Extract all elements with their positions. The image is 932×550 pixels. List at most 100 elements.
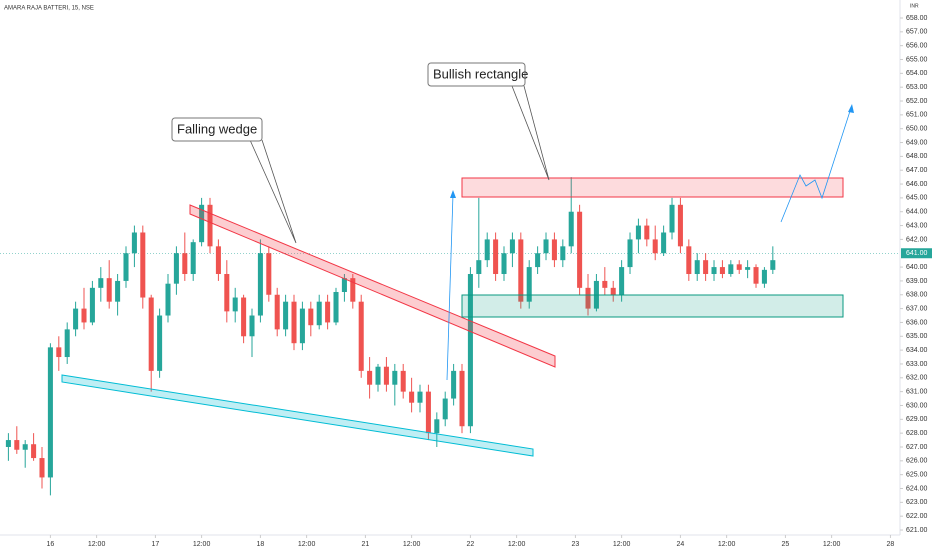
y-tick-label: 637.00 <box>906 305 928 312</box>
candle-body <box>543 239 549 254</box>
candle-body <box>728 264 734 275</box>
x-tick-label: 12:00 <box>508 541 526 548</box>
candle-body <box>165 283 171 316</box>
candle-body <box>476 260 482 275</box>
callout-pointer <box>249 139 297 244</box>
wedge-lower-band <box>61 374 534 457</box>
candle-body <box>535 253 541 268</box>
candle-body <box>207 204 213 247</box>
candle-body <box>173 253 179 284</box>
y-tick-label: 631.00 <box>906 388 928 395</box>
y-tick-label: 621.00 <box>906 527 928 534</box>
y-tick-label: 647.00 <box>906 167 928 174</box>
candle-body <box>677 204 683 247</box>
candle-body <box>703 260 709 275</box>
chart-title: AMARA RAJA BATTERI, 15, NSE <box>4 6 94 12</box>
candle-body <box>753 267 759 284</box>
y-tick-label: 651.00 <box>906 112 928 119</box>
y-tick-label: 654.00 <box>906 70 928 77</box>
plot: 621.00 622.00 623.00 624.00 625.00 626.00 627.… <box>0 15 932 548</box>
candle-body <box>106 278 112 302</box>
candle-body <box>644 225 650 240</box>
y-tick-label: 640.00 <box>906 264 928 271</box>
candle-body <box>190 242 196 275</box>
candle-body <box>232 297 238 312</box>
candle-body <box>568 211 574 247</box>
candle-body <box>501 253 507 275</box>
x-tick-label: 23 <box>572 541 580 548</box>
candle-body <box>560 246 566 261</box>
candle-body <box>459 370 465 427</box>
y-tick-label: 632.00 <box>906 375 928 382</box>
candle-body <box>551 239 557 261</box>
y-tick-label: 624.00 <box>906 485 928 492</box>
candle-body <box>375 366 381 385</box>
y-tick-label: 652.00 <box>906 98 928 105</box>
y-tick-label: 646.00 <box>906 181 928 188</box>
y-tick-label: 642.00 <box>906 236 928 243</box>
y-tick-label: 639.00 <box>906 278 928 285</box>
candle-body <box>291 301 297 344</box>
y-tick-label: 623.00 <box>906 499 928 506</box>
x-tick-label: 22 <box>467 541 475 548</box>
y-tick-label: 648.00 <box>906 153 928 160</box>
candle-body <box>316 301 322 326</box>
arrow-head <box>450 190 456 198</box>
candle-body <box>745 267 751 270</box>
candle-body <box>736 264 742 270</box>
candle-body <box>661 232 667 254</box>
candle-body <box>509 239 515 254</box>
candle-body <box>577 211 583 288</box>
y-tick-label: 628.00 <box>906 430 928 437</box>
x-tick-label: 25 <box>782 541 790 548</box>
x-tick-label: 12:00 <box>403 541 421 548</box>
candle-body <box>14 440 20 450</box>
candle-body <box>274 294 280 330</box>
y-tick-label: 657.00 <box>906 29 928 36</box>
candle-body <box>249 315 255 337</box>
candle-body <box>89 287 95 323</box>
candle-body <box>64 329 70 358</box>
candle-body <box>47 347 53 478</box>
candle-body <box>131 232 137 254</box>
x-tick-label: 12:00 <box>88 541 106 548</box>
candle-body <box>719 267 725 275</box>
candle-body <box>451 370 457 399</box>
candle-body <box>761 269 767 284</box>
y-tick-label: 650.00 <box>906 126 928 133</box>
arrow-head <box>848 104 854 113</box>
wedge-upper-band <box>189 204 556 368</box>
x-tick-label: 28 <box>887 541 895 548</box>
candle-body <box>493 239 499 275</box>
candle-body <box>526 267 532 302</box>
candle-body <box>299 308 305 344</box>
candle-body <box>308 308 314 326</box>
y-tick-label: 643.00 <box>906 222 928 229</box>
candle-body <box>56 347 62 358</box>
candle-body <box>602 280 608 288</box>
candle-body <box>518 239 524 302</box>
candle-body <box>224 274 230 312</box>
y-tick-label: 626.00 <box>906 458 928 465</box>
x-tick-label: 12:00 <box>823 541 841 548</box>
candle-body <box>686 246 692 275</box>
candle-body <box>257 253 263 316</box>
candle-body <box>73 308 79 330</box>
candle-body <box>425 391 431 434</box>
y-tick-label: 655.00 <box>906 56 928 63</box>
y-tick-label: 638.00 <box>906 292 928 299</box>
x-tick-label: 17 <box>152 541 160 548</box>
callout-pointer <box>511 85 550 181</box>
x-tick-label: 18 <box>257 541 265 548</box>
y-tick-label: 629.00 <box>906 416 928 423</box>
candle-body <box>711 267 717 275</box>
breakout-arrow <box>446 193 454 381</box>
candle-body <box>266 253 272 295</box>
x-tick-label: 12:00 <box>613 541 631 548</box>
y-tick-label: 625.00 <box>906 472 928 479</box>
x-tick-label: 12:00 <box>193 541 211 548</box>
resistance-zone <box>461 177 844 198</box>
candle-body <box>392 370 398 385</box>
candle-body <box>241 297 247 337</box>
